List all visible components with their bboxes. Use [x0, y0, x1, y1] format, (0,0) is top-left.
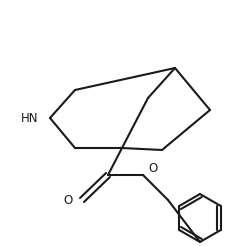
Text: HN: HN [21, 111, 39, 124]
Text: O: O [63, 194, 73, 206]
Text: O: O [148, 162, 158, 174]
